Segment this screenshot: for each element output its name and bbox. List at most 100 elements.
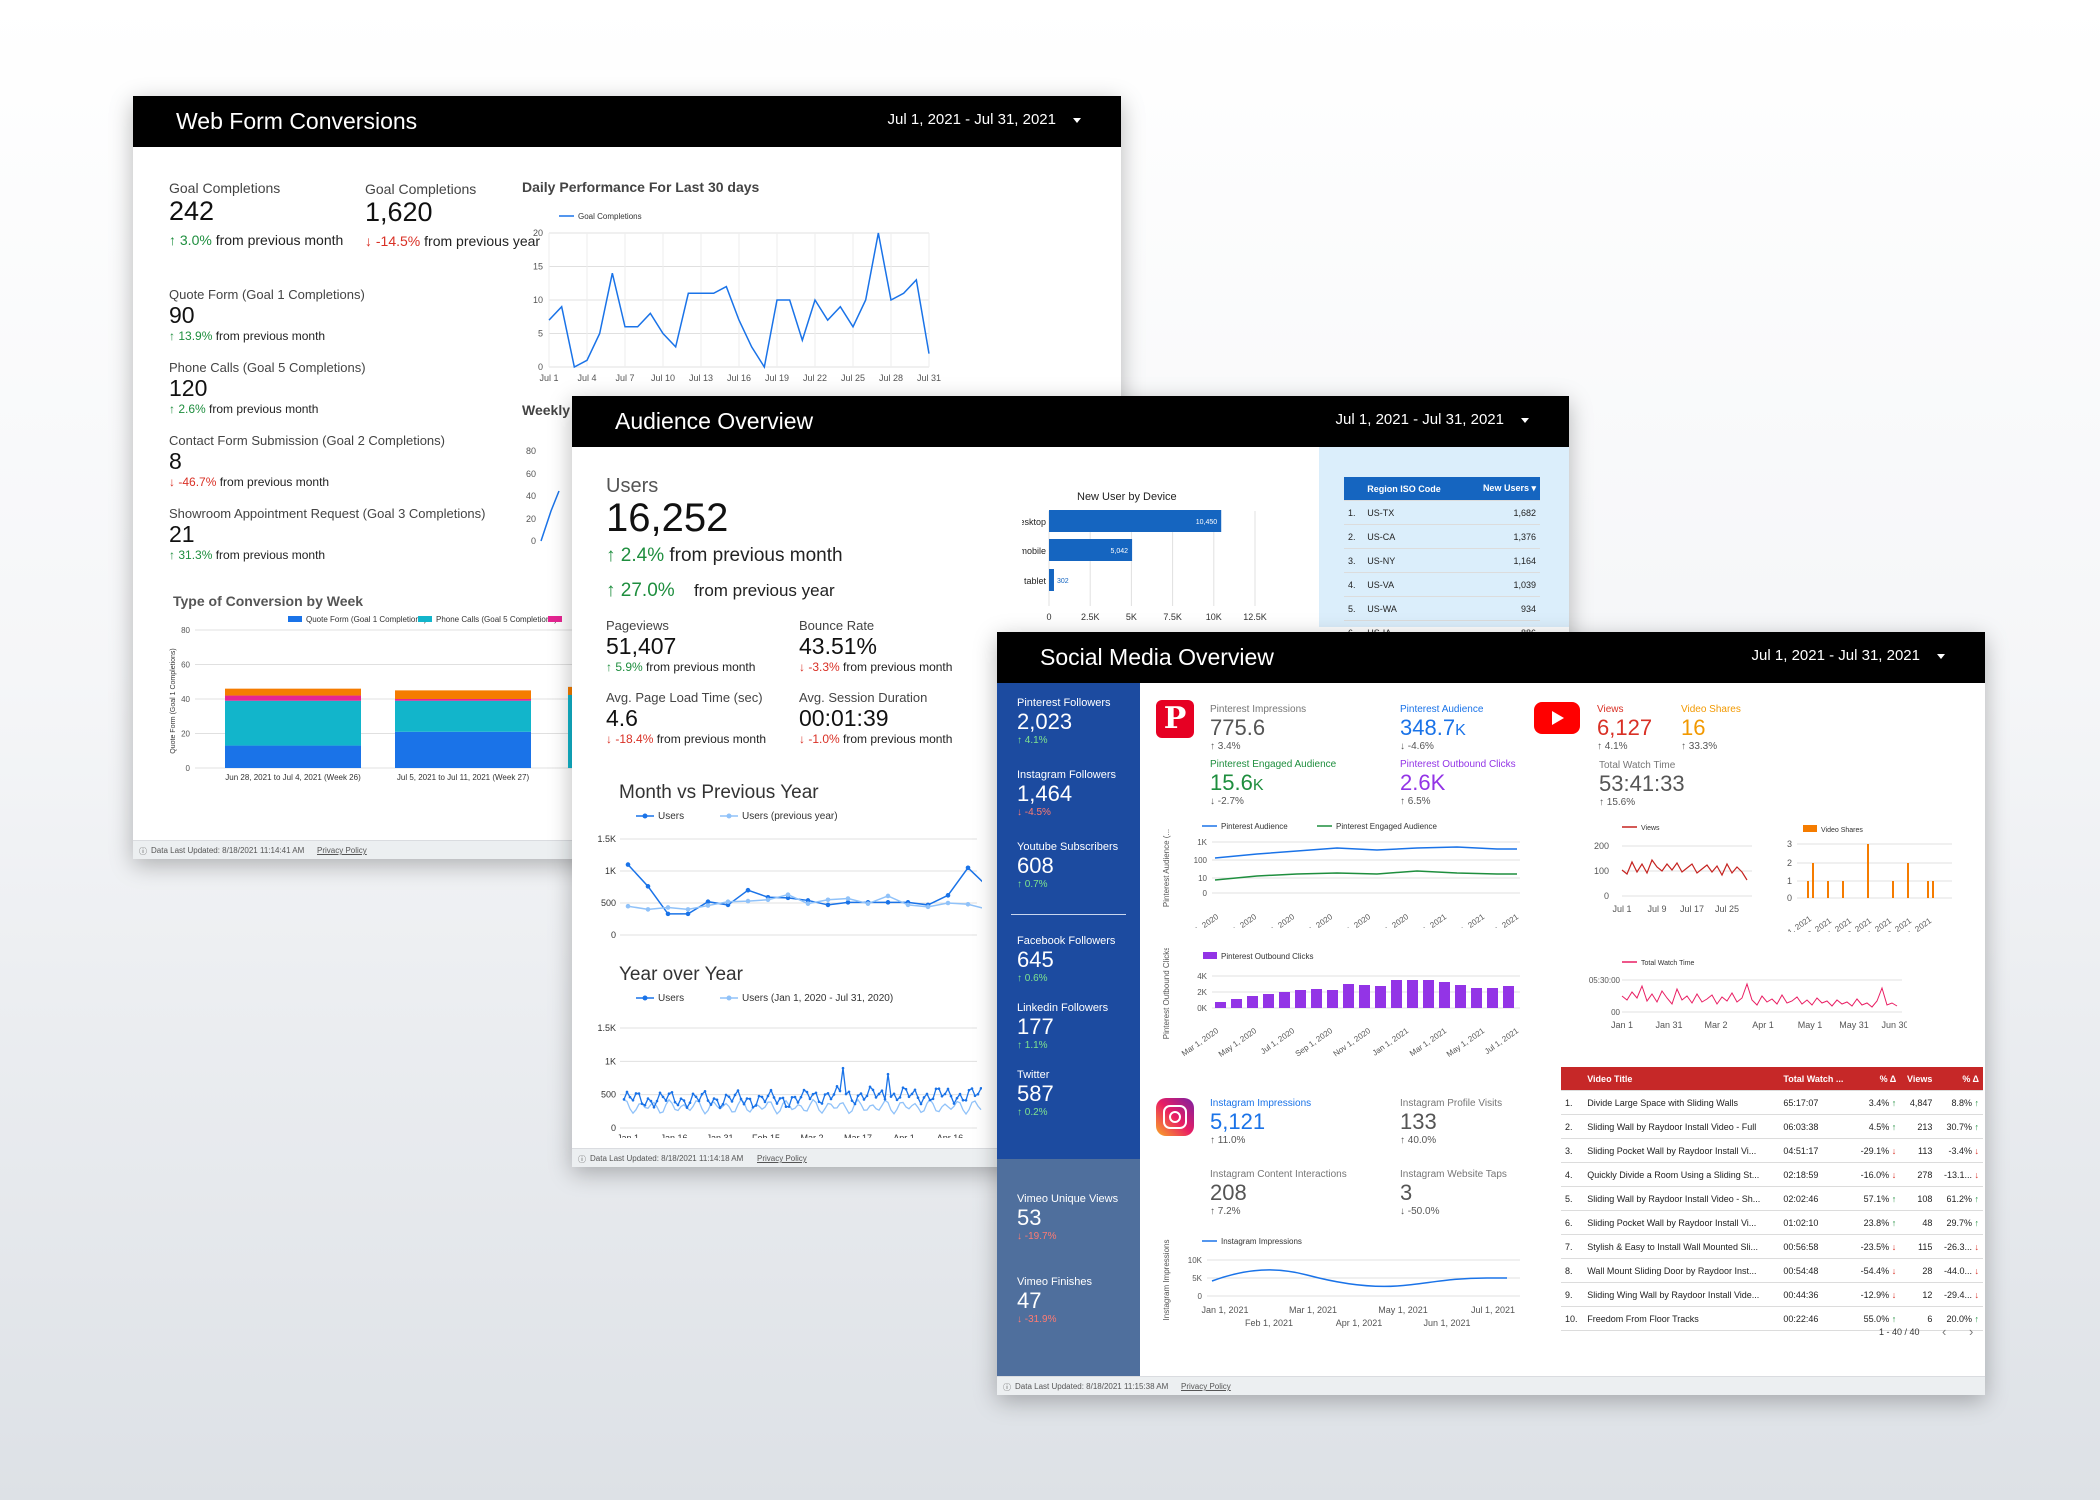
legend-swatch: [288, 616, 302, 622]
svg-text:40: 40: [526, 491, 536, 501]
views-header[interactable]: Views: [1900, 1067, 1937, 1091]
pinterest-audience-chart: Pinterest Audience Pinterest Engaged Aud…: [1162, 822, 1521, 928]
svg-text:0: 0: [531, 536, 536, 546]
data-point: [705, 899, 711, 905]
type-of-conversion-title: Type of Conversion by Week: [173, 593, 364, 609]
data-point: [925, 1092, 929, 1096]
bar: [1049, 539, 1133, 561]
goal-completions-value: 242: [169, 196, 215, 226]
chevron-down-icon[interactable]: [1937, 654, 1945, 659]
data-point: [937, 1087, 941, 1091]
privacy-policy-link[interactable]: Privacy Policy: [757, 1154, 807, 1163]
x-tick-label: Jul 4: [577, 373, 596, 383]
total-watch-header[interactable]: Total Watch ...: [1779, 1067, 1854, 1091]
data-point: [665, 911, 671, 917]
svg-text:0K: 0K: [1197, 1004, 1207, 1013]
info-icon: ⓘ: [578, 1155, 586, 1164]
data-point: [706, 1099, 710, 1102]
data-point: [817, 1100, 821, 1104]
x-tick-label: Mar 2: [800, 1133, 823, 1138]
svg-text:10: 10: [1198, 874, 1207, 883]
chevron-right-icon[interactable]: ›: [1969, 1324, 1974, 1339]
instagram-followers: Instagram Followers 1,464 ↓ -4.5%: [1017, 769, 1117, 818]
video-title-header[interactable]: Video Title: [1583, 1067, 1780, 1091]
x-tick-label: Jul 4: [678, 940, 697, 941]
legend-label: Goal Completions: [578, 212, 642, 221]
svg-text:5K: 5K: [1192, 1274, 1202, 1283]
data-point: [700, 1092, 704, 1096]
date-range-picker[interactable]: Jul 1, 2021 - Jul 31, 2021: [1335, 411, 1504, 428]
data-point: [745, 898, 751, 904]
x-tick-label: Jul 1: [539, 373, 558, 383]
data-point: [925, 904, 931, 910]
chevron-down-icon[interactable]: [1521, 418, 1529, 423]
data-point: [946, 1087, 950, 1091]
data-point: [705, 903, 711, 908]
x-tick-label: Jun 28, 2021 to Jul 4, 2021 (Week 26): [225, 773, 361, 782]
date-range-picker[interactable]: Jul 1, 2021 - Jul 31, 2021: [887, 111, 1056, 128]
svg-text:Pinterest Audience (...: Pinterest Audience (...: [1162, 829, 1171, 907]
privacy-policy-link[interactable]: Privacy Policy: [1181, 1382, 1231, 1391]
data-point: [979, 1086, 982, 1090]
svg-text:4K: 4K: [1197, 972, 1207, 981]
data-point: [640, 1102, 644, 1105]
date-range-picker[interactable]: Jul 1, 2021 - Jul 31, 2021: [1751, 647, 1920, 664]
data-point: [805, 1090, 809, 1094]
table-row: 3. Sliding Pocket Wall by Raydoor Install…: [1561, 1138, 1983, 1163]
new-users-header[interactable]: New Users ▾: [1464, 477, 1540, 501]
info-icon: ⓘ: [1003, 1383, 1011, 1392]
pinterest-outbound-clicks-chart: Pinterest Outbound Clicks 4K 2K 0K Pintere…: [1162, 948, 1521, 1059]
privacy-policy-link[interactable]: Privacy Policy: [317, 846, 367, 855]
data-point: [965, 901, 971, 907]
data-point: [952, 1102, 956, 1105]
views-change-header[interactable]: % Δ: [1936, 1067, 1983, 1091]
data-point: [973, 1094, 977, 1098]
goal-completions-delta: ↑ 3.0% from previous month: [169, 232, 344, 248]
users-delta-year: ↑ 27.0% from previous year: [606, 580, 835, 601]
data-point: [874, 1096, 878, 1099]
table-row: 1. Divide Large Space with Sliding Walls 6…: [1561, 1090, 1983, 1115]
data-point: [805, 901, 811, 906]
data-point: [634, 1092, 638, 1095]
data-point: [823, 1093, 827, 1096]
data-point: [736, 1089, 740, 1092]
stacked-bar-segment: [395, 699, 531, 701]
data-point: [856, 1094, 860, 1097]
users-delta-month: ↑ 2.4% from previous month: [606, 545, 843, 566]
y-tick-label: 1.5K: [597, 834, 616, 844]
svg-text:Instagram Impressions: Instagram Impressions: [1162, 1240, 1171, 1321]
svg-text:0: 0: [1787, 893, 1792, 903]
legend-label: Users: [658, 811, 684, 822]
sidebar-divider: [1011, 914, 1126, 915]
x-tick-label: Jan 16: [660, 1133, 687, 1138]
data-point: [775, 1102, 779, 1105]
youtube-total-watch-time: Total Watch Time 53:41:33 ↑ 15.6%: [1599, 760, 1685, 808]
followers-sidebar: Pinterest Followers 2,023 ↑ 4.1% Instagr…: [997, 683, 1140, 1376]
y-tick-label: 1K: [605, 866, 616, 876]
data-label: 10,450: [1196, 519, 1218, 526]
data-point: [865, 1094, 869, 1098]
svg-text:Jul 1, 2020: Jul 1, 2020: [1259, 1026, 1297, 1056]
region-iso-code-header[interactable]: Region ISO Code: [1363, 477, 1465, 501]
svg-text:Jul 1, 2021: Jul 1, 2021: [1471, 1305, 1515, 1315]
data-point: [825, 897, 831, 903]
youtube-views-chart: Views 200 100 0 Jul 1 Jul 9 Jul 17 Jul 25: [1594, 825, 1752, 914]
chevron-down-icon[interactable]: [1073, 118, 1081, 123]
data-point: [904, 1087, 908, 1091]
y-tick-label: tablet: [1024, 576, 1047, 586]
data-point: [664, 1099, 668, 1102]
data-point: [832, 1093, 836, 1096]
data-point: [825, 902, 831, 908]
svg-text:Jul 17: Jul 17: [1680, 904, 1704, 914]
data-point: [964, 1098, 968, 1102]
chevron-left-icon[interactable]: ‹: [1942, 1324, 1947, 1339]
data-point: [725, 902, 731, 908]
svg-text:Total Watch Time: Total Watch Time: [1641, 960, 1695, 967]
pinterest-outbound-clicks: Pinterest Outbound Clicks 2.6K ↑ 6.5%: [1400, 759, 1516, 807]
svg-text:Pinterest Outbound Clicks: Pinterest Outbound Clicks: [1221, 952, 1314, 961]
data-point: [931, 1097, 935, 1101]
table-row: 4. Quickly Divide a Room Using a Sliding …: [1561, 1162, 1983, 1187]
daily-performance-chart: Goal Completions 0 5 10 15 20 Jul 1 Jul 4 Jul 7 J…: [533, 212, 941, 383]
data-point: [922, 1096, 926, 1099]
watch-change-header[interactable]: % Δ: [1853, 1067, 1901, 1091]
